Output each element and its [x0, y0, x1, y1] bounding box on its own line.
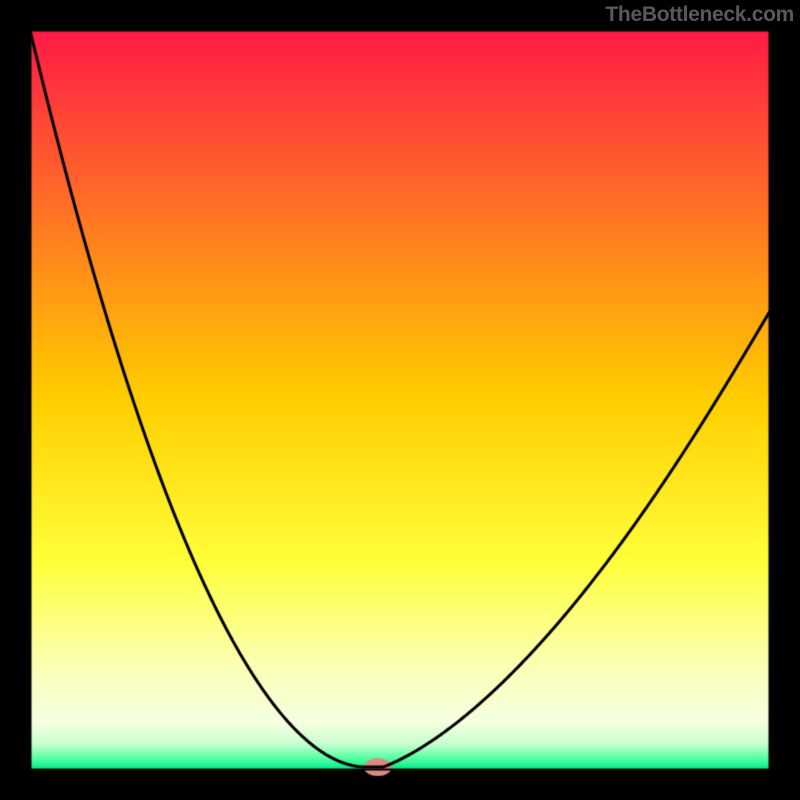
chart-container: TheBottleneck.com [0, 0, 800, 800]
bottleneck-chart-canvas [0, 0, 800, 800]
watermark-text: TheBottleneck.com [605, 3, 794, 27]
